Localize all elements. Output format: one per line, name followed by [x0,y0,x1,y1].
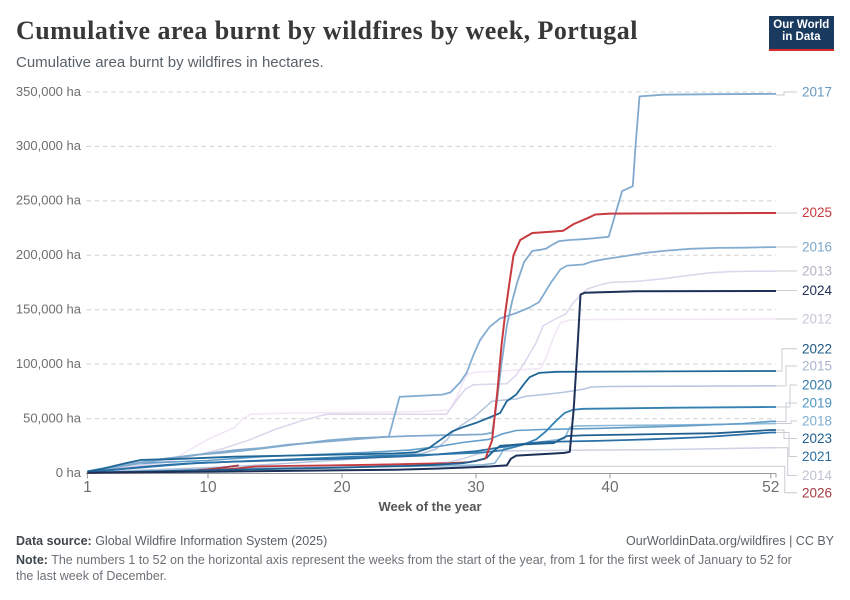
svg-text:2014: 2014 [802,468,833,483]
svg-text:1: 1 [83,479,92,496]
svg-text:2016: 2016 [802,239,832,254]
svg-text:2019: 2019 [802,396,832,411]
svg-text:2026: 2026 [802,485,832,500]
svg-text:2018: 2018 [802,414,832,429]
svg-text:20: 20 [333,479,351,496]
svg-text:50,000 ha: 50,000 ha [23,410,82,425]
svg-text:100,000 ha: 100,000 ha [16,356,82,371]
svg-text:10: 10 [199,479,217,496]
svg-text:2023: 2023 [802,431,832,446]
svg-text:300,000 ha: 300,000 ha [16,138,82,153]
svg-text:350,000 ha: 350,000 ha [16,84,82,99]
svg-text:2012: 2012 [802,312,832,327]
svg-text:2022: 2022 [802,341,832,356]
svg-text:2015: 2015 [802,359,832,374]
svg-text:40: 40 [601,479,619,496]
svg-text:2024: 2024 [802,283,833,298]
svg-text:2020: 2020 [802,378,832,393]
svg-text:52: 52 [762,479,779,496]
svg-text:2025: 2025 [802,205,832,220]
svg-text:0 ha: 0 ha [56,465,82,480]
svg-text:2013: 2013 [802,264,832,279]
svg-text:2017: 2017 [802,85,832,100]
svg-text:2021: 2021 [802,449,832,464]
svg-text:Week of the year: Week of the year [378,499,481,514]
svg-text:30: 30 [467,479,485,496]
svg-text:150,000 ha: 150,000 ha [16,302,82,317]
svg-text:250,000 ha: 250,000 ha [16,193,82,208]
svg-text:200,000 ha: 200,000 ha [16,247,82,262]
